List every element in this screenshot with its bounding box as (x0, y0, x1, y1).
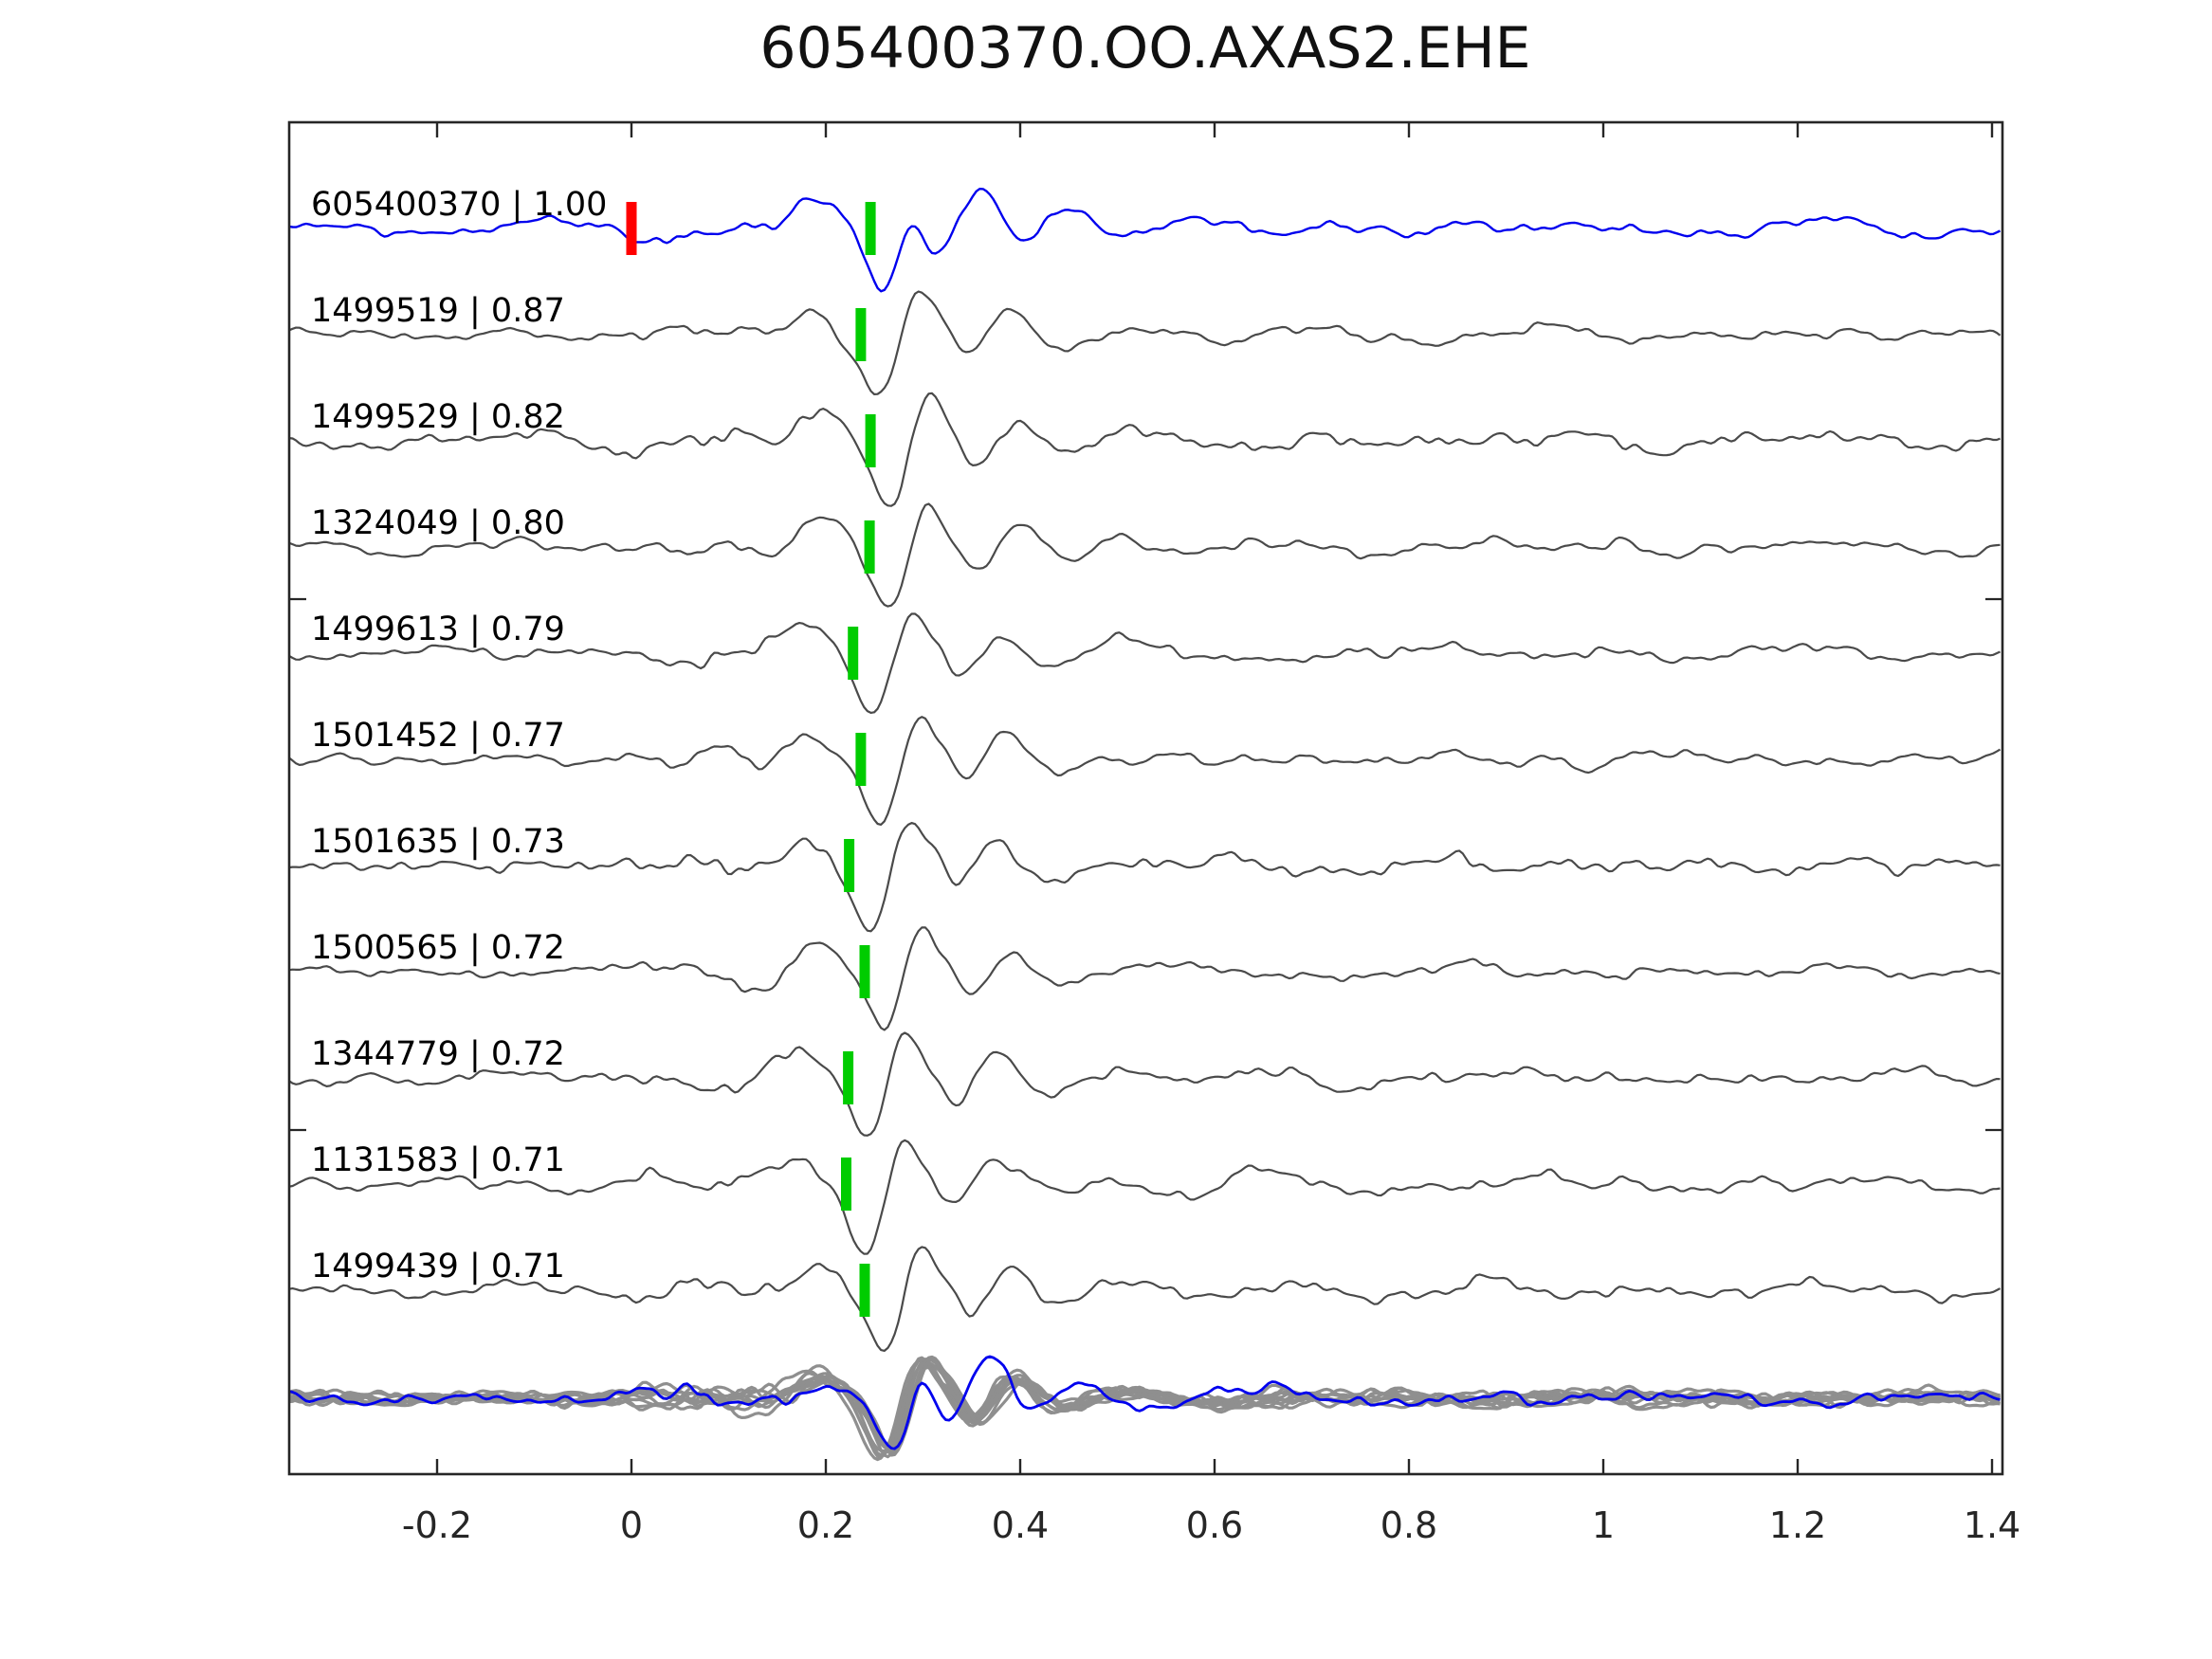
trace-label: 1501635 | 0.73 (311, 823, 565, 861)
x-axis-tick-label: 0.4 (992, 1504, 1049, 1546)
match-trace (289, 1031, 2001, 1137)
match-trace (289, 1139, 2001, 1255)
pick-marker (843, 1051, 854, 1104)
overlay-match-trace (289, 1365, 2001, 1459)
pick-marker (848, 627, 859, 680)
match-trace (289, 290, 2002, 395)
trace-label: 1499519 | 0.87 (311, 292, 565, 330)
x-axis-tick-label: 0 (620, 1504, 643, 1546)
trace-label: 1344779 | 0.72 (311, 1035, 565, 1073)
template-origin-marker (626, 202, 637, 255)
x-axis-tick-label: 0.8 (1380, 1504, 1437, 1546)
trace-label: 1501452 | 0.77 (311, 717, 565, 755)
match-trace (289, 1246, 2002, 1353)
x-axis-tick-label: 1.4 (1964, 1504, 2020, 1546)
x-axis-tick-label: 0.2 (797, 1504, 854, 1546)
pick-marker (855, 733, 867, 786)
trace-label: 605400370 | 1.00 (311, 186, 607, 224)
match-trace (289, 612, 2001, 715)
trace-label: 1499529 | 0.82 (311, 398, 565, 436)
match-trace (289, 926, 2001, 1031)
pick-marker (844, 839, 855, 892)
match-trace (289, 716, 2002, 827)
pick-marker (859, 1264, 870, 1317)
match-trace (289, 392, 2001, 507)
x-axis-tick-label: 0.6 (1186, 1504, 1243, 1546)
pick-marker (865, 202, 876, 255)
pick-marker (865, 414, 876, 467)
pick-marker (855, 308, 867, 361)
match-trace (289, 502, 2001, 608)
trace-label: 1131583 | 0.71 (311, 1141, 565, 1179)
trace-label: 1324049 | 0.80 (311, 504, 565, 542)
x-axis-tick-label: -0.2 (402, 1504, 472, 1546)
x-axis-tick-label: 1.2 (1769, 1504, 1826, 1546)
pick-marker (841, 1158, 851, 1211)
trace-label: 1499613 | 0.79 (311, 611, 565, 648)
plot-border (287, 120, 2004, 1476)
pick-marker (859, 945, 870, 998)
pick-marker (864, 520, 875, 574)
overlay-match-trace (289, 1358, 2002, 1457)
page-title: 605400370.OO.AXAS2.EHE (759, 15, 1531, 82)
template-trace (289, 187, 2002, 293)
match-trace (289, 821, 2001, 933)
overlay-template-trace (289, 1355, 2001, 1450)
x-axis-tick-label: 1 (1592, 1504, 1615, 1546)
trace-label: 1499439 | 0.71 (311, 1248, 565, 1285)
trace-label: 1500565 | 0.72 (311, 929, 565, 967)
